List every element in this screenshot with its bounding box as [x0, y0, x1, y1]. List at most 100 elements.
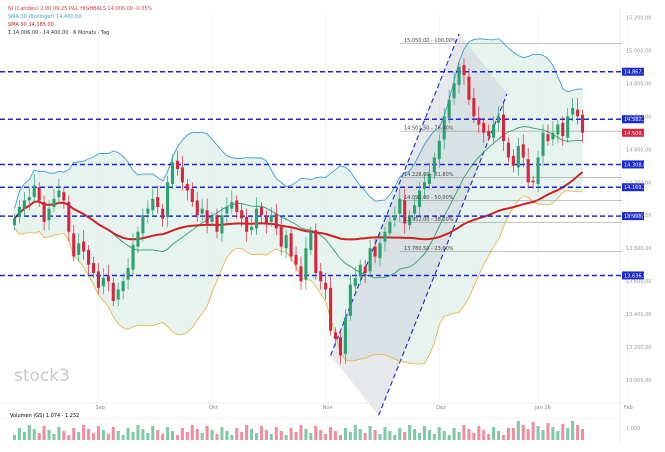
candle-body: [136, 231, 140, 247]
candle-body: [492, 124, 496, 138]
candle-body: [482, 122, 486, 133]
volume-bar: [126, 428, 130, 440]
candle-body: [190, 188, 194, 203]
candle-body: [437, 141, 441, 160]
fib-label: 13.780,50 - 23,60%: [404, 246, 454, 252]
candle-body: [457, 66, 461, 85]
volume-bar: [57, 427, 61, 440]
candle-body: [580, 114, 585, 133]
x-tick-label: Feb: [624, 405, 633, 411]
volume-bar: [373, 430, 377, 440]
horizontal-levels: [0, 43, 622, 277]
fibonacci-labels: 15.050,00 - 100,00% 14.501,50 - 76,40% 14.…: [404, 38, 457, 252]
candle-body: [269, 215, 273, 222]
level-tag: [622, 212, 644, 221]
volume-bar: [12, 435, 17, 440]
candle-body: [388, 221, 392, 234]
candle-body: [235, 200, 239, 212]
candle-body: [561, 122, 565, 137]
candle-body: [521, 144, 525, 158]
volume-bar: [37, 433, 41, 440]
candle-body: [32, 185, 36, 198]
candle-body: [210, 216, 214, 222]
candle-body: [329, 287, 333, 331]
candle-body: [259, 207, 263, 216]
candle-body: [383, 231, 387, 242]
candle-body: [131, 244, 135, 270]
candle-body: [215, 215, 219, 232]
candle-body: [576, 109, 580, 117]
candle-body: [294, 254, 298, 265]
volume-bar: [195, 429, 199, 440]
volume-bar: [156, 430, 160, 440]
candle-body: [378, 243, 382, 259]
candle-body: [526, 159, 530, 183]
candle-body: [452, 83, 456, 99]
channel-fill: [330, 33, 508, 416]
volume-bar: [166, 427, 170, 440]
volume-bar: [52, 434, 56, 440]
volume-pane: 1.000: [0, 417, 640, 440]
volume-bar: [240, 432, 244, 440]
volume-bar: [294, 432, 298, 440]
volume-bar: [304, 429, 308, 440]
candle-body: [497, 116, 501, 123]
volume-bar: [368, 426, 372, 440]
candle-body: [571, 108, 575, 115]
volume-bar: [121, 435, 125, 440]
candle-body: [156, 197, 160, 207]
candle-body: [506, 142, 510, 158]
volume-bar: [546, 423, 550, 440]
volume-bar: [521, 425, 525, 440]
volume-bar: [77, 432, 81, 440]
sma50-line: [13, 171, 584, 241]
candle-body: [472, 98, 476, 117]
volume-bar: [62, 431, 66, 440]
volume-bar: [42, 426, 46, 440]
volume-bar: [205, 426, 209, 440]
candle-body: [151, 198, 155, 211]
level-tag-label: 14.308,82: [624, 162, 649, 168]
candle-body: [161, 208, 165, 219]
volume-bar: [47, 430, 51, 440]
volume-bar: [457, 432, 461, 440]
volume-bar: [536, 426, 540, 440]
x-tick-label: Sep: [95, 405, 104, 411]
volume-bar: [27, 425, 31, 440]
candle-body: [422, 182, 426, 189]
candle-body: [264, 216, 268, 224]
volume-bar: [91, 433, 96, 440]
band-area: [14, 38, 583, 365]
volume-bar: [482, 430, 486, 440]
candle-body: [348, 284, 352, 316]
y-tick-label: 13.200,00: [626, 345, 651, 351]
legend-line-4: Σ 14,006.00 · 14,400.00 · 6 Monats · Tag: [8, 30, 110, 36]
candle-body: [87, 249, 91, 265]
y-tick-label: 15.200,00: [626, 15, 651, 21]
volume-bar: [506, 428, 510, 440]
candle-body: [111, 282, 115, 302]
volume-bar: [210, 430, 214, 440]
volume-bar: [309, 433, 313, 440]
candle-body: [363, 266, 367, 273]
upper-band-line: [14, 38, 583, 209]
candle-body: [551, 132, 555, 140]
volume-bar: [531, 422, 535, 440]
x-tick-label: Nov: [323, 405, 333, 411]
candle-body: [467, 76, 471, 100]
volume-bar: [393, 435, 397, 440]
candle-body: [393, 215, 397, 221]
level-tag: [622, 115, 644, 124]
y-tick-label: 15.000,00: [626, 48, 651, 54]
candle-body: [250, 226, 254, 231]
candle-body: [12, 218, 17, 226]
candle-body: [72, 233, 76, 257]
candle-body: [566, 116, 570, 138]
y-tick-label: 13.400,00: [626, 312, 651, 318]
candle-body: [220, 215, 224, 234]
candle-body: [101, 277, 105, 287]
volume-bar: [101, 430, 105, 440]
candle-body: [166, 182, 170, 217]
volume-bar: [571, 421, 575, 440]
